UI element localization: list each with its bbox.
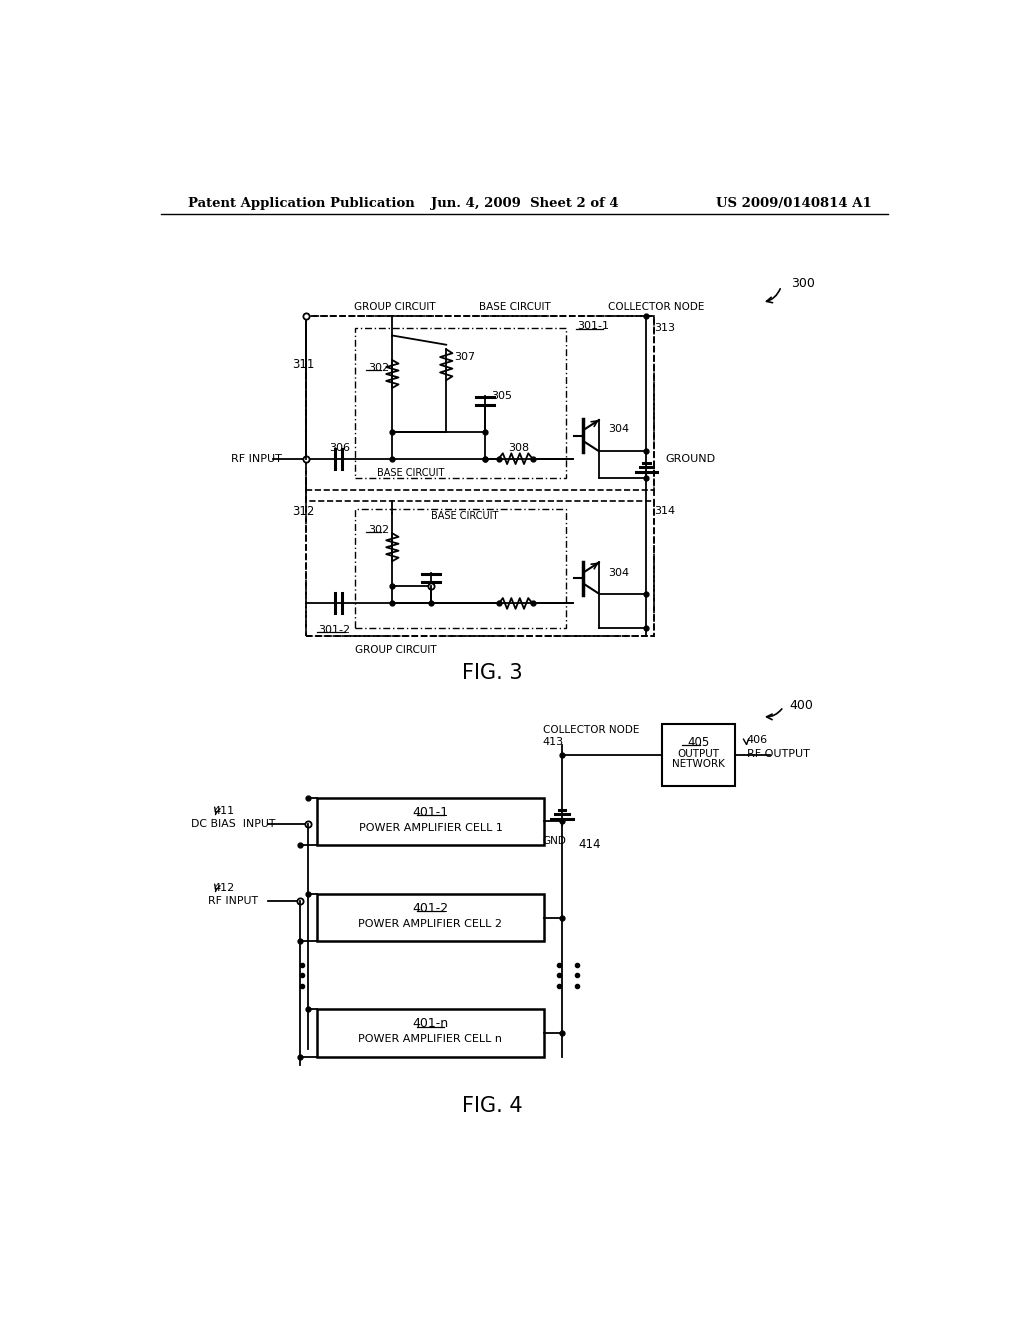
Text: GROUP CIRCUIT: GROUP CIRCUIT (355, 644, 437, 655)
Text: BASE CIRCUIT: BASE CIRCUIT (479, 302, 551, 312)
Bar (306, 317, 654, 636)
Text: 401-1: 401-1 (413, 805, 449, 818)
Bar (316, 894, 544, 941)
Text: DC BIAS  INPUT: DC BIAS INPUT (190, 818, 275, 829)
Text: 304: 304 (608, 568, 629, 578)
Text: POWER AMPLIFIER CELL n: POWER AMPLIFIER CELL n (358, 1035, 503, 1044)
Text: GROUP CIRCUIT: GROUP CIRCUIT (354, 302, 435, 312)
Text: POWER AMPLIFIER CELL 1: POWER AMPLIFIER CELL 1 (358, 822, 503, 833)
Text: 306: 306 (330, 444, 350, 453)
Text: 413: 413 (543, 737, 563, 747)
Text: GROUND: GROUND (666, 454, 716, 463)
Bar (306, 317, 654, 490)
Text: 401-2: 401-2 (413, 902, 449, 915)
Text: US 2009/0140814 A1: US 2009/0140814 A1 (716, 197, 871, 210)
Text: COLLECTOR NODE: COLLECTOR NODE (543, 725, 639, 735)
Text: 305: 305 (490, 391, 512, 400)
Text: 308: 308 (508, 444, 529, 453)
Text: Patent Application Publication: Patent Application Publication (188, 197, 415, 210)
Text: Jun. 4, 2009  Sheet 2 of 4: Jun. 4, 2009 Sheet 2 of 4 (431, 197, 618, 210)
Bar (306, 502, 654, 636)
Text: RF INPUT: RF INPUT (208, 896, 258, 906)
Text: POWER AMPLIFIER CELL 2: POWER AMPLIFIER CELL 2 (358, 919, 503, 929)
Text: RF INPUT: RF INPUT (230, 454, 282, 463)
Text: 314: 314 (654, 506, 675, 516)
Text: FIG. 4: FIG. 4 (462, 1096, 522, 1115)
Text: NETWORK: NETWORK (672, 759, 725, 770)
Text: 412: 412 (214, 883, 234, 894)
Text: 411: 411 (214, 807, 234, 816)
Text: FIG. 3: FIG. 3 (462, 663, 522, 682)
Bar (316, 1010, 544, 1057)
Text: 400: 400 (788, 698, 813, 711)
Bar (355, 508, 565, 628)
Text: 406: 406 (746, 735, 768, 744)
Text: RF OUTPUT: RF OUTPUT (746, 748, 809, 759)
Text: GND: GND (542, 836, 566, 846)
Text: 405: 405 (687, 737, 710, 750)
Text: OUTPUT: OUTPUT (678, 748, 720, 759)
Text: 312: 312 (292, 504, 314, 517)
Bar (355, 327, 565, 478)
Text: 302: 302 (368, 524, 389, 535)
Bar (316, 797, 544, 845)
Text: 401-n: 401-n (413, 1018, 449, 1031)
Text: 301-1: 301-1 (578, 321, 609, 331)
Text: 302: 302 (368, 363, 389, 372)
Text: 311: 311 (292, 358, 314, 371)
Text: BASE CIRCUIT: BASE CIRCUIT (431, 511, 499, 521)
Text: 313: 313 (654, 323, 675, 333)
Bar (662, 725, 735, 785)
Text: 307: 307 (454, 352, 475, 362)
Text: 300: 300 (792, 277, 815, 290)
Text: BASE CIRCUIT: BASE CIRCUIT (377, 467, 444, 478)
Text: COLLECTOR NODE: COLLECTOR NODE (608, 302, 705, 312)
Text: 301-2: 301-2 (318, 624, 350, 635)
Text: 414: 414 (579, 838, 601, 851)
Text: 304: 304 (608, 425, 629, 434)
